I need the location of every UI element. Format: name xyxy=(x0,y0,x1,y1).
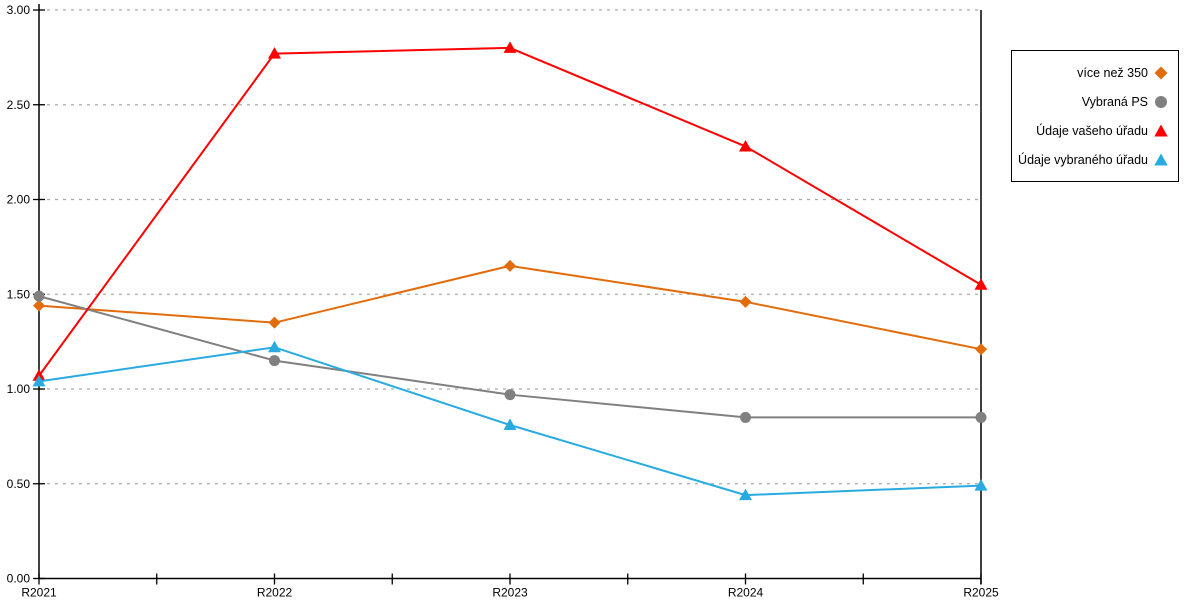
series-2-point-1-triangle-marker xyxy=(268,47,281,59)
series-line-2 xyxy=(38,46,982,377)
x-axis-tick-label: R2024 xyxy=(728,586,764,600)
legend-item-2: Údaje vašeho úřadu xyxy=(1018,116,1168,145)
series-0-point-1-diamond-marker xyxy=(268,316,281,329)
legend-item-3: Údaje vybraného úřadu xyxy=(1018,145,1168,174)
legend-item-label: Údaje vybraného úřadu xyxy=(1018,152,1148,167)
triangle-legend-marker-icon xyxy=(1154,153,1168,165)
series-2-point-2-triangle-marker xyxy=(503,41,517,53)
series-1-point-0-circle-marker xyxy=(33,290,45,302)
y-axis-tick-label: 2.50 xyxy=(7,98,31,112)
series-3-point-0-triangle-marker xyxy=(32,374,46,387)
series-1-point-3-circle-marker xyxy=(740,411,751,423)
y-axis-tick-label: 1.50 xyxy=(7,287,31,301)
series-3-point-4-triangle-marker xyxy=(974,479,988,491)
x-axis-tick-label: R2025 xyxy=(963,586,999,600)
series-0-point-0-diamond-marker xyxy=(33,299,45,312)
series-1-point-1-circle-marker xyxy=(269,355,280,367)
y-axis-tick-label: 2.00 xyxy=(7,193,31,207)
series-0-point-3-diamond-marker xyxy=(739,295,752,308)
y-axis-tick-label: 0.50 xyxy=(7,477,31,491)
y-axis-tick-label: 1.00 xyxy=(7,382,31,396)
legend-item-label: Vybraná PS xyxy=(1081,94,1148,109)
legend-item-label: Údaje vašeho úřadu xyxy=(1036,123,1148,138)
series-1-point-4-circle-marker xyxy=(975,411,987,423)
legend-item-0: více než 350 xyxy=(1018,58,1168,87)
x-axis-tick-label: R2023 xyxy=(492,586,528,600)
circle-legend-marker-icon xyxy=(1155,95,1167,108)
series-line-0 xyxy=(38,264,982,351)
legend-item-1: Vybraná PS xyxy=(1018,87,1168,116)
series-3-point-1-triangle-marker xyxy=(268,340,281,353)
triangle-legend-marker-icon xyxy=(1154,124,1168,136)
series-1-point-2-circle-marker xyxy=(504,389,516,401)
diamond-legend-marker-icon xyxy=(1154,66,1168,79)
series-3-point-3-triangle-marker xyxy=(739,488,752,501)
series-0-point-2-diamond-marker xyxy=(504,259,516,272)
series-2-point-4-triangle-marker xyxy=(974,278,988,290)
series-2-point-3-triangle-marker xyxy=(739,139,752,152)
chart-legend: více než 350 Vybraná PS Údaje vašeho úřadu… xyxy=(1011,50,1179,182)
y-axis-tick-label: 0.00 xyxy=(7,572,31,586)
series-0-point-4-diamond-marker xyxy=(975,343,987,356)
x-axis-tick-label: R2022 xyxy=(257,586,293,600)
legend-item-label: více než 350 xyxy=(1077,65,1148,80)
y-axis-tick-label: 3.00 xyxy=(7,3,31,17)
x-axis-tick-label: R2021 xyxy=(21,586,57,600)
series-3-point-2-triangle-marker xyxy=(503,418,517,431)
